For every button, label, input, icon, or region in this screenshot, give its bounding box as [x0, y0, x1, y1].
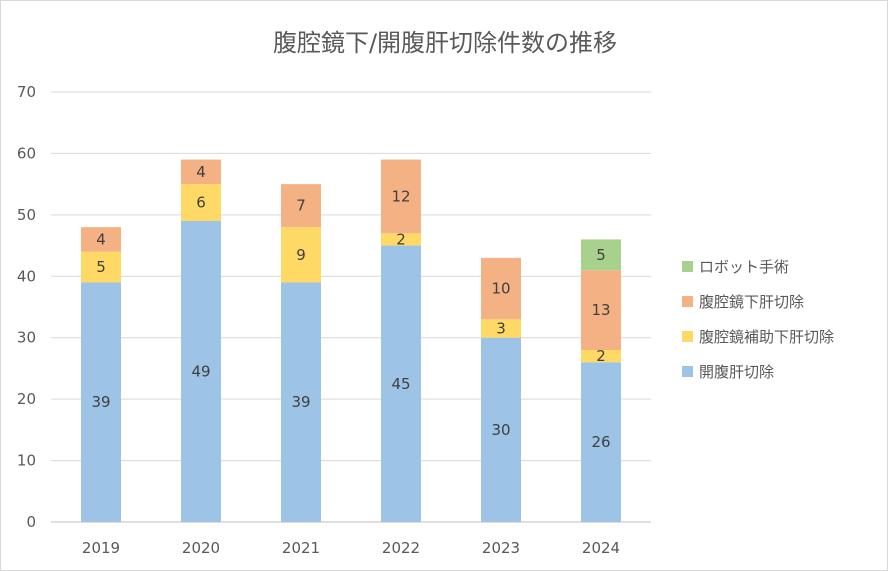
- bar-segment: [481, 257, 521, 320]
- y-tick-label: 20: [17, 390, 36, 408]
- legend-entry: 腹腔鏡下肝切除: [699, 293, 804, 311]
- bar-segment: [381, 233, 421, 246]
- data-labels: 39 5 4 49 6 4 39 9 7 45 2 12 30 3 10 26 2 13 5: [91, 163, 610, 451]
- bars: [81, 159, 621, 523]
- bar-segment: [281, 184, 321, 228]
- data-label: 12: [391, 187, 410, 205]
- y-tick-label: 70: [17, 83, 36, 101]
- bar-segment: [81, 251, 121, 283]
- data-label: 7: [296, 197, 306, 215]
- data-label: 39: [91, 393, 110, 411]
- bar-segment: [481, 319, 521, 338]
- gridlines: [51, 91, 651, 523]
- y-axis-ticks: 0 10 20 30 40 50 60 70: [17, 83, 36, 531]
- legend-entry: 腹腔鏡補助下肝切除: [699, 328, 834, 346]
- y-tick-label: 0: [26, 513, 36, 531]
- bar-segment: [181, 184, 221, 221]
- bar-segment: [381, 245, 421, 523]
- bar-segment: [581, 362, 621, 522]
- data-label: 4: [96, 230, 106, 248]
- data-label: 30: [491, 421, 510, 439]
- bar-segment: [281, 227, 321, 283]
- data-label: 9: [296, 246, 306, 264]
- x-tick-label: 2021: [282, 539, 320, 557]
- data-label: 2: [396, 230, 406, 248]
- data-label: 2: [596, 347, 606, 365]
- y-tick-label: 10: [17, 452, 36, 470]
- x-tick-label: 2020: [182, 539, 220, 557]
- bar-segment: [81, 282, 121, 522]
- data-label: 5: [96, 258, 106, 276]
- data-label: 4: [196, 163, 206, 181]
- legend-swatch: [682, 331, 693, 342]
- legend-swatch: [682, 261, 693, 272]
- bar-segment: [581, 270, 621, 350]
- bar-segment: [581, 239, 621, 271]
- legend-swatch: [682, 366, 693, 377]
- bar-segment: [581, 350, 621, 363]
- x-tick-label: 2019: [82, 539, 120, 557]
- legend-entry: ロボット手術: [699, 258, 789, 276]
- x-tick-label: 2024: [582, 539, 620, 557]
- data-label: 49: [191, 363, 210, 381]
- data-label: 6: [196, 194, 206, 212]
- bar-segment: [481, 337, 521, 522]
- bar-segment: [381, 159, 421, 234]
- x-tick-label: 2023: [482, 539, 520, 557]
- y-tick-label: 50: [17, 206, 36, 224]
- y-tick-label: 40: [17, 267, 36, 285]
- data-label: 10: [491, 280, 510, 298]
- bar-segment: [81, 227, 121, 252]
- data-label: 39: [291, 393, 310, 411]
- data-label: 26: [591, 433, 610, 451]
- bar-segment: [181, 159, 221, 185]
- legend-swatch: [682, 296, 693, 307]
- data-label: 5: [596, 246, 606, 264]
- chart-title: 腹腔鏡下/開腹肝切除件数の推移: [273, 29, 617, 57]
- x-axis-ticks: 2019 2020 2021 2022 2023 2024: [82, 539, 620, 557]
- data-label: 3: [496, 320, 506, 338]
- bar-segment: [181, 221, 221, 522]
- y-tick-label: 30: [17, 329, 36, 347]
- y-tick-label: 60: [17, 144, 36, 162]
- data-label: 13: [591, 301, 610, 319]
- legend-entry: 開腹肝切除: [699, 363, 774, 381]
- data-label: 45: [391, 375, 410, 393]
- bar-segment: [281, 282, 321, 522]
- x-tick-label: 2022: [382, 539, 420, 557]
